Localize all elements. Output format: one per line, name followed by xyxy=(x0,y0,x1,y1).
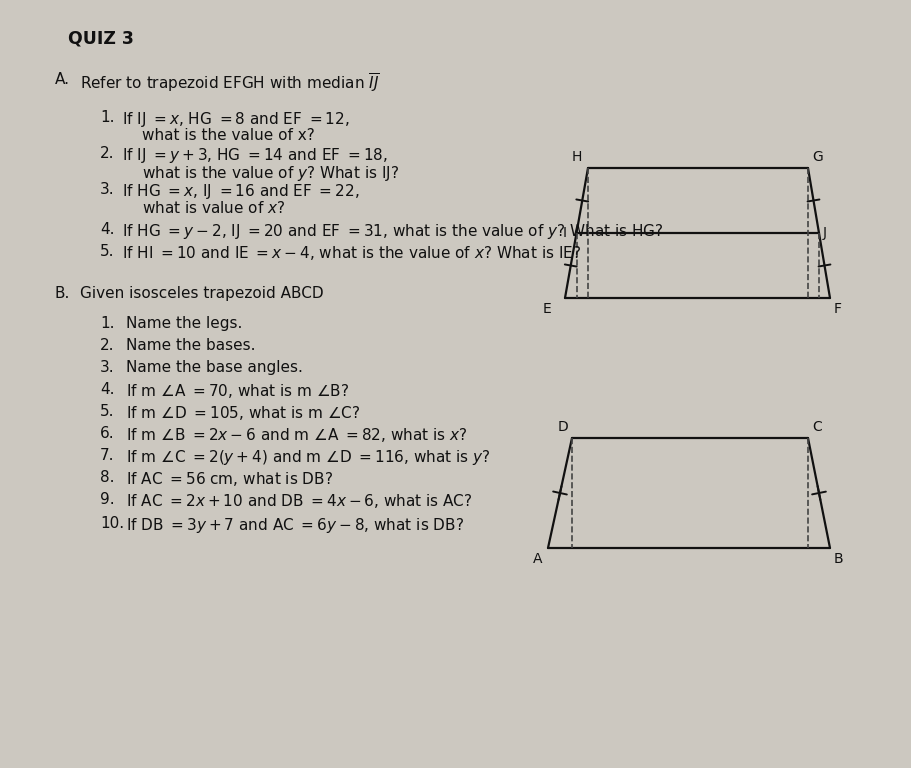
Text: J: J xyxy=(823,226,827,240)
Text: G: G xyxy=(812,150,823,164)
Text: If m $\angle$A $= 70$, what is m $\angle$B?: If m $\angle$A $= 70$, what is m $\angle… xyxy=(126,382,349,400)
Text: 8.: 8. xyxy=(100,470,115,485)
Text: If m $\angle$D $= 105$, what is m $\angle$C?: If m $\angle$D $= 105$, what is m $\angl… xyxy=(126,404,361,422)
Text: 3.: 3. xyxy=(100,360,115,375)
Text: If IJ $= y + 3$, HG $= 14$ and EF $= 18$,: If IJ $= y + 3$, HG $= 14$ and EF $= 18$… xyxy=(122,146,388,165)
Text: Name the base angles.: Name the base angles. xyxy=(126,360,302,375)
Text: If AC $= 2x + 10$ and DB $= 4x - 6$, what is AC?: If AC $= 2x + 10$ and DB $= 4x - 6$, wha… xyxy=(126,492,473,510)
Text: If IJ $= x$, HG $= 8$ and EF $= 12$,: If IJ $= x$, HG $= 8$ and EF $= 12$, xyxy=(122,110,350,129)
Text: If HG $= y - 2$, IJ $= 20$ and EF $= 31$, what is the value of $y$? What is HG?: If HG $= y - 2$, IJ $= 20$ and EF $= 31$… xyxy=(122,222,663,241)
Text: Name the legs.: Name the legs. xyxy=(126,316,242,331)
Text: 1.: 1. xyxy=(100,316,115,331)
Text: 4.: 4. xyxy=(100,222,115,237)
Text: If HG $= x$, IJ $= 16$ and EF $= 22$,: If HG $= x$, IJ $= 16$ and EF $= 22$, xyxy=(122,182,360,201)
Text: QUIZ 3: QUIZ 3 xyxy=(68,30,134,48)
Text: 9.: 9. xyxy=(100,492,115,507)
Text: C: C xyxy=(812,420,822,434)
Text: Refer to trapezoid EFGH with median $\overline{IJ}$: Refer to trapezoid EFGH with median $\ov… xyxy=(80,72,380,95)
Text: what is the value of $y$? What is IJ?: what is the value of $y$? What is IJ? xyxy=(142,164,399,183)
Text: E: E xyxy=(542,302,551,316)
Text: A.: A. xyxy=(55,72,70,87)
Text: D: D xyxy=(558,420,568,434)
Text: A: A xyxy=(533,552,542,566)
Text: I: I xyxy=(562,226,567,240)
Text: 2.: 2. xyxy=(100,338,115,353)
Text: what is the value of x?: what is the value of x? xyxy=(142,128,314,143)
Text: 5.: 5. xyxy=(100,244,115,259)
Text: 3.: 3. xyxy=(100,182,115,197)
Text: If DB $= 3y + 7$ and AC $= 6y - 8$, what is DB?: If DB $= 3y + 7$ and AC $= 6y - 8$, what… xyxy=(126,516,464,535)
Text: If HI $= 10$ and IE $= x - 4$, what is the value of $x$? What is IE?: If HI $= 10$ and IE $= x - 4$, what is t… xyxy=(122,244,581,262)
Text: F: F xyxy=(834,302,842,316)
Text: B.: B. xyxy=(55,286,70,301)
Text: B: B xyxy=(834,552,844,566)
Text: 6.: 6. xyxy=(100,426,115,441)
Text: Given isosceles trapezoid ABCD: Given isosceles trapezoid ABCD xyxy=(80,286,323,301)
Text: what is value of $x$?: what is value of $x$? xyxy=(142,200,285,216)
Text: If m $\angle$C $= 2(y + 4)$ and m $\angle$D $= 116$, what is $y$?: If m $\angle$C $= 2(y + 4)$ and m $\angl… xyxy=(126,448,490,467)
Text: If m $\angle$B $= 2x - 6$ and m $\angle$A $= 82$, what is $x$?: If m $\angle$B $= 2x - 6$ and m $\angle$… xyxy=(126,426,467,444)
Text: Name the bases.: Name the bases. xyxy=(126,338,255,353)
Text: 7.: 7. xyxy=(100,448,115,463)
Text: 4.: 4. xyxy=(100,382,115,397)
Text: 10.: 10. xyxy=(100,516,124,531)
Text: 5.: 5. xyxy=(100,404,115,419)
Text: H: H xyxy=(571,150,582,164)
Text: 2.: 2. xyxy=(100,146,115,161)
Text: If AC $= 56$ cm, what is DB?: If AC $= 56$ cm, what is DB? xyxy=(126,470,333,488)
Text: 1.: 1. xyxy=(100,110,115,125)
